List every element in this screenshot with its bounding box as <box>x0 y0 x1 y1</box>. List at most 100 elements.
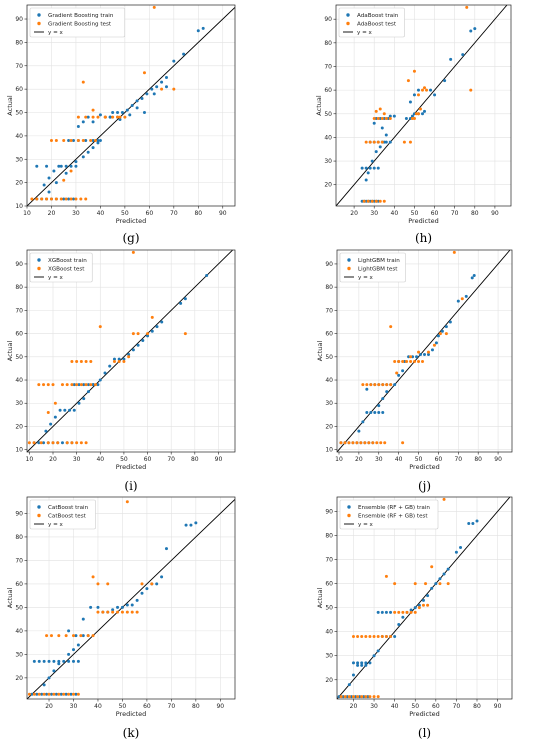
train-point <box>141 339 145 343</box>
train-point <box>372 121 376 125</box>
y-tick-label: 50 <box>15 604 23 611</box>
panel-caption: (i) <box>124 479 138 493</box>
train-point <box>142 111 146 115</box>
x-tick-label: 90 <box>494 703 502 710</box>
x-tick-label: 40 <box>395 456 403 463</box>
train-point <box>164 75 168 79</box>
test-point <box>172 87 176 91</box>
y-tick-label: 10 <box>15 447 23 454</box>
chart-panel: 10 20 30 40 50 60 70 80 90 10 20 30 40 50 60 70 80 90 Pred… <box>0 244 275 493</box>
train-point <box>64 692 68 696</box>
test-point <box>362 199 366 203</box>
test-point <box>372 117 376 121</box>
x-tick-label: 60 <box>146 210 154 217</box>
test-point <box>84 441 88 445</box>
train-point <box>155 582 159 586</box>
train-point <box>86 115 90 119</box>
test-point <box>118 115 122 119</box>
test-point <box>361 383 365 387</box>
identity-line <box>27 250 233 452</box>
test-point <box>101 610 105 614</box>
x-tick-label: 20 <box>48 210 56 217</box>
legend-box <box>29 499 96 530</box>
test-point <box>65 441 69 445</box>
test-point <box>438 332 442 336</box>
y-tick-label: 70 <box>15 557 23 564</box>
train-point <box>420 112 424 116</box>
train-point <box>67 652 71 656</box>
train-point <box>49 692 53 696</box>
train-point <box>369 411 373 415</box>
train-point <box>150 87 154 91</box>
train-point <box>410 114 414 118</box>
grid-lines <box>27 497 235 699</box>
train-point <box>122 357 126 361</box>
test-point <box>127 355 131 359</box>
legend-box <box>339 499 439 530</box>
test-point <box>51 441 55 445</box>
test-point <box>417 350 421 354</box>
train-point <box>47 190 51 194</box>
train-point <box>470 276 474 280</box>
train-point <box>81 120 85 124</box>
legend-label: XGBoost test <box>48 267 85 273</box>
panel-caption: (h) <box>414 231 433 245</box>
train-point <box>378 145 382 149</box>
train-point <box>45 164 49 168</box>
test-point <box>69 169 73 173</box>
test-point <box>91 575 95 579</box>
plot-frame <box>336 249 513 453</box>
train-point <box>135 106 139 110</box>
train-point <box>125 108 129 112</box>
test-point <box>382 199 386 203</box>
panel-caption: (j) <box>417 479 432 493</box>
test-point <box>367 441 371 445</box>
test-point <box>379 441 383 445</box>
test-point <box>360 634 364 638</box>
train-point <box>368 661 372 665</box>
train-point <box>155 325 159 329</box>
test-point <box>79 441 83 445</box>
train-point <box>442 572 446 576</box>
test-point <box>389 325 393 329</box>
train-point <box>183 297 187 301</box>
y-tick-label: 40 <box>324 134 332 141</box>
test-point <box>122 359 126 363</box>
plot-frame <box>336 496 513 700</box>
y-axis-label: Actual <box>316 341 324 362</box>
test-point <box>363 441 367 445</box>
y-tick-label: 20 <box>15 675 23 682</box>
train-point <box>125 603 129 607</box>
train-point <box>364 166 368 170</box>
y-tick-label: 80 <box>15 534 23 541</box>
train-point <box>337 695 341 699</box>
test-point <box>393 610 397 614</box>
train-point <box>472 274 476 278</box>
test-point <box>339 441 343 445</box>
test-point <box>64 634 68 638</box>
legend-test-marker <box>347 266 351 271</box>
test-point <box>426 603 430 607</box>
train-point <box>155 85 159 89</box>
test-point <box>30 197 34 201</box>
train-point <box>372 654 376 658</box>
test-point <box>372 634 376 638</box>
legend-label: Gradient Boosting train <box>48 13 114 19</box>
test-point <box>378 107 382 111</box>
train-point <box>67 197 71 201</box>
train-point <box>354 695 358 699</box>
y-tick-label: 70 <box>15 63 23 70</box>
train-point <box>91 120 95 124</box>
x-tick-label: 80 <box>471 210 479 217</box>
train-point <box>59 164 63 168</box>
test-point <box>460 297 464 301</box>
test-point <box>442 497 446 501</box>
test-point <box>91 108 95 112</box>
train-point <box>74 164 78 168</box>
test-point <box>347 441 351 445</box>
test-point <box>57 692 61 696</box>
test-point <box>343 441 347 445</box>
y-tick-label: 90 <box>325 508 333 515</box>
test-point <box>49 634 53 638</box>
train-point <box>42 441 46 445</box>
